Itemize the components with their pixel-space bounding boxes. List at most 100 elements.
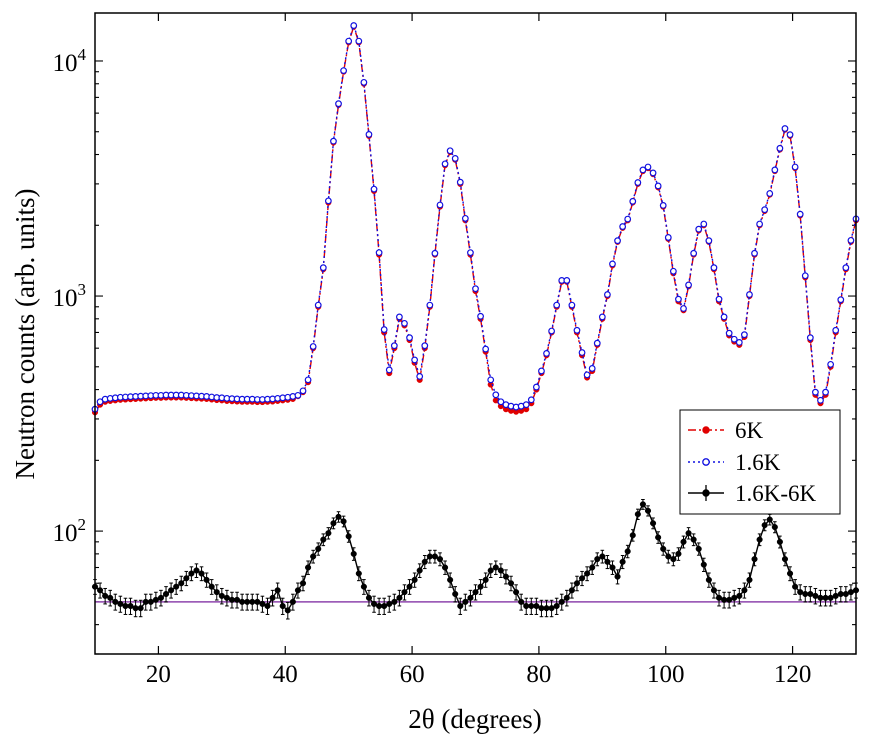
- data-point: [705, 237, 713, 245]
- data-point: [822, 594, 829, 601]
- data-point: [117, 600, 124, 607]
- data-point: [680, 305, 687, 312]
- data-point: [751, 249, 758, 257]
- data-point: [807, 590, 814, 598]
- data-point: [193, 567, 200, 574]
- data-point: [426, 301, 434, 309]
- data-point: [370, 185, 378, 193]
- y-tick-label: 102: [53, 515, 87, 547]
- data-point: [228, 596, 236, 603]
- plot-frame: [94, 12, 857, 655]
- data-point: [269, 594, 276, 601]
- legend-item-diff: 1.6K-6K: [688, 481, 817, 506]
- data-point: [756, 220, 764, 228]
- data-point: [710, 264, 718, 272]
- x-axis-ticks: 20 40 60 80 100 120: [146, 13, 811, 688]
- data-point: [781, 556, 789, 563]
- data-point: [837, 590, 844, 598]
- data-point: [736, 592, 743, 599]
- data-point: [832, 326, 840, 334]
- data-point: [345, 37, 353, 45]
- data-point: [842, 590, 849, 598]
- data-point: [792, 583, 799, 590]
- data-point: [127, 602, 134, 610]
- data-point: [294, 391, 302, 399]
- data-point: [376, 602, 383, 610]
- data-point: [832, 592, 839, 599]
- y-tick-label: 104: [53, 45, 87, 77]
- data-point: [102, 592, 109, 599]
- data-point: [157, 594, 164, 601]
- data-point: [513, 589, 520, 596]
- data-point: [695, 225, 703, 233]
- data-point: [675, 295, 682, 303]
- data-point: [482, 345, 490, 353]
- data-point: [304, 376, 312, 384]
- data-point: [522, 401, 530, 409]
- data-point: [249, 598, 256, 605]
- data-point: [467, 249, 474, 257]
- data-point: [112, 598, 119, 605]
- data-point: [715, 295, 723, 303]
- data-point: [837, 296, 845, 304]
- data-point: [721, 596, 728, 603]
- legend-marker-6k: [702, 426, 710, 434]
- data-point: [578, 575, 586, 582]
- data-point: [523, 602, 530, 610]
- data-point: [447, 576, 454, 583]
- data-point: [659, 201, 667, 209]
- data-point: [669, 267, 677, 275]
- data-point: [796, 210, 804, 218]
- data-point: [614, 237, 621, 245]
- data-point: [776, 144, 784, 152]
- data-point: [715, 594, 723, 601]
- data-point: [340, 67, 347, 75]
- data-point: [797, 589, 804, 596]
- data-point: [279, 602, 286, 610]
- data-point: [720, 313, 728, 321]
- data-point: [827, 594, 834, 601]
- data-point: [416, 567, 423, 574]
- data-point: [639, 501, 646, 508]
- data-point: [436, 556, 444, 563]
- data-point: [107, 594, 114, 601]
- data-point: [806, 334, 814, 342]
- data-point: [390, 342, 398, 350]
- data-point: [375, 249, 383, 257]
- data-point: [614, 573, 621, 580]
- data-point: [609, 260, 616, 268]
- data-point: [644, 163, 652, 171]
- data-point: [650, 520, 657, 527]
- data-point: [528, 602, 535, 610]
- data-point: [239, 598, 246, 605]
- data-point: [203, 576, 210, 583]
- data-point: [548, 605, 555, 612]
- data-point: [461, 214, 469, 222]
- data-point: [365, 131, 373, 138]
- data-point: [360, 78, 368, 86]
- data-point: [664, 234, 672, 241]
- data-point: [822, 388, 829, 396]
- data-point: [426, 553, 433, 560]
- data-point: [685, 530, 692, 537]
- data-point: [132, 605, 139, 612]
- series-layer: [91, 22, 860, 620]
- data-point: [416, 373, 424, 380]
- data-point: [142, 598, 149, 605]
- data-point: [558, 598, 565, 605]
- data-point: [751, 556, 758, 563]
- legend-item-6k: 6K: [688, 418, 764, 443]
- data-point: [380, 326, 388, 333]
- data-point: [218, 592, 225, 599]
- data-point: [604, 291, 611, 298]
- data-point: [137, 605, 144, 612]
- data-point: [305, 564, 312, 571]
- data-point: [350, 22, 358, 29]
- data-point: [533, 602, 540, 610]
- data-point: [776, 538, 783, 545]
- data-point: [725, 329, 733, 337]
- data-point: [573, 326, 581, 334]
- data-point: [381, 602, 388, 610]
- data-point: [634, 511, 641, 518]
